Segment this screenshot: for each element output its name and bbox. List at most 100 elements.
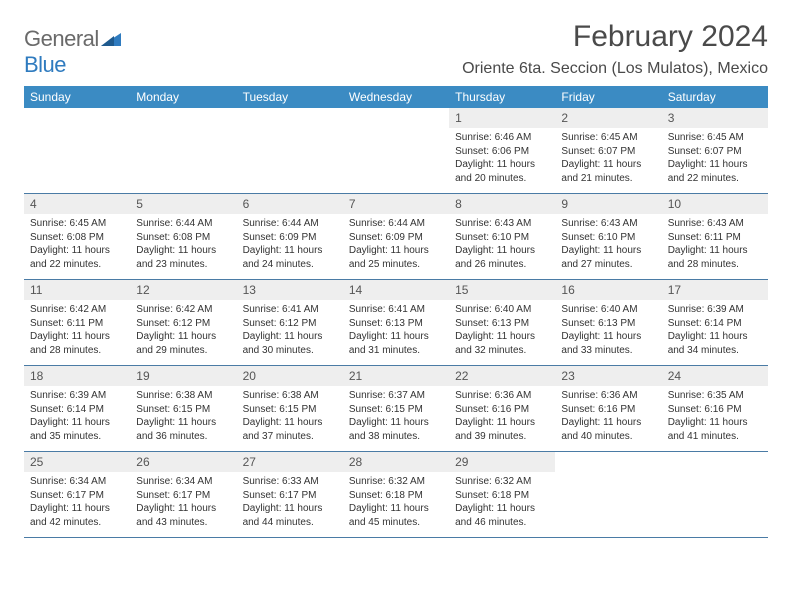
- day-detail-line: Sunset: 6:17 PM: [243, 489, 337, 503]
- day-detail-cell: Sunrise: 6:43 AMSunset: 6:10 PMDaylight:…: [449, 214, 555, 280]
- day-number-cell: 14: [343, 280, 449, 301]
- weekday-header: Thursday: [449, 86, 555, 108]
- day-detail-line: Sunset: 6:16 PM: [455, 403, 549, 417]
- title-block: February 2024 Oriente 6ta. Seccion (Los …: [462, 20, 768, 78]
- day-detail-line: Daylight: 11 hours and 31 minutes.: [349, 330, 443, 357]
- logo-text-general: General: [24, 26, 99, 51]
- day-detail-line: Sunrise: 6:37 AM: [349, 389, 443, 403]
- month-title: February 2024: [462, 20, 768, 54]
- day-number-cell: 3: [662, 108, 768, 128]
- day-detail-line: Sunrise: 6:41 AM: [349, 303, 443, 317]
- day-number-cell: 6: [237, 194, 343, 215]
- logo: General Blue: [24, 20, 121, 78]
- day-detail-line: Daylight: 11 hours and 44 minutes.: [243, 502, 337, 529]
- day-number-cell: [237, 108, 343, 128]
- day-detail-line: Sunrise: 6:42 AM: [30, 303, 124, 317]
- day-number-row: 2526272829: [24, 452, 768, 473]
- day-number-cell: 1: [449, 108, 555, 128]
- weekday-header: Wednesday: [343, 86, 449, 108]
- day-detail-line: Sunset: 6:17 PM: [136, 489, 230, 503]
- day-detail-line: Daylight: 11 hours and 38 minutes.: [349, 416, 443, 443]
- day-number-cell: 19: [130, 366, 236, 387]
- day-number-cell: 21: [343, 366, 449, 387]
- day-detail-line: Sunrise: 6:32 AM: [349, 475, 443, 489]
- day-detail-line: Sunset: 6:12 PM: [136, 317, 230, 331]
- day-detail-cell: [24, 128, 130, 194]
- day-detail-line: Sunrise: 6:38 AM: [243, 389, 337, 403]
- day-detail-line: Sunset: 6:15 PM: [243, 403, 337, 417]
- day-detail-line: Sunrise: 6:35 AM: [668, 389, 762, 403]
- day-detail-cell: [237, 128, 343, 194]
- day-number-cell: 9: [555, 194, 661, 215]
- day-detail-line: Sunrise: 6:38 AM: [136, 389, 230, 403]
- day-detail-line: Sunset: 6:13 PM: [455, 317, 549, 331]
- day-number-cell: 23: [555, 366, 661, 387]
- day-detail-cell: Sunrise: 6:36 AMSunset: 6:16 PMDaylight:…: [449, 386, 555, 452]
- weekday-header: Saturday: [662, 86, 768, 108]
- day-number-cell: 28: [343, 452, 449, 473]
- day-detail-cell: [130, 128, 236, 194]
- day-detail-cell: Sunrise: 6:37 AMSunset: 6:15 PMDaylight:…: [343, 386, 449, 452]
- day-detail-line: Sunrise: 6:40 AM: [455, 303, 549, 317]
- day-detail-line: Daylight: 11 hours and 43 minutes.: [136, 502, 230, 529]
- day-detail-line: Sunrise: 6:36 AM: [561, 389, 655, 403]
- day-detail-cell: Sunrise: 6:41 AMSunset: 6:12 PMDaylight:…: [237, 300, 343, 366]
- day-number-row: 18192021222324: [24, 366, 768, 387]
- day-detail-line: Sunset: 6:08 PM: [30, 231, 124, 245]
- day-number-cell: 15: [449, 280, 555, 301]
- day-detail-cell: Sunrise: 6:46 AMSunset: 6:06 PMDaylight:…: [449, 128, 555, 194]
- day-detail-line: Sunrise: 6:45 AM: [561, 131, 655, 145]
- day-number-row: 11121314151617: [24, 280, 768, 301]
- day-detail-line: Daylight: 11 hours and 22 minutes.: [668, 158, 762, 185]
- day-detail-cell: Sunrise: 6:34 AMSunset: 6:17 PMDaylight:…: [24, 472, 130, 538]
- day-number-cell: 12: [130, 280, 236, 301]
- day-detail-line: Sunset: 6:12 PM: [243, 317, 337, 331]
- day-detail-cell: Sunrise: 6:45 AMSunset: 6:07 PMDaylight:…: [662, 128, 768, 194]
- day-detail-line: Sunset: 6:16 PM: [561, 403, 655, 417]
- day-detail-line: Daylight: 11 hours and 28 minutes.: [668, 244, 762, 271]
- day-detail-cell: Sunrise: 6:45 AMSunset: 6:08 PMDaylight:…: [24, 214, 130, 280]
- weekday-header: Tuesday: [237, 86, 343, 108]
- day-detail-line: Sunrise: 6:32 AM: [455, 475, 549, 489]
- day-detail-cell: Sunrise: 6:45 AMSunset: 6:07 PMDaylight:…: [555, 128, 661, 194]
- day-detail-line: Daylight: 11 hours and 21 minutes.: [561, 158, 655, 185]
- day-detail-line: Daylight: 11 hours and 25 minutes.: [349, 244, 443, 271]
- day-detail-line: Sunrise: 6:36 AM: [455, 389, 549, 403]
- day-detail-line: Daylight: 11 hours and 41 minutes.: [668, 416, 762, 443]
- day-detail-line: Sunset: 6:14 PM: [30, 403, 124, 417]
- day-number-cell: 10: [662, 194, 768, 215]
- day-detail-line: Sunset: 6:08 PM: [136, 231, 230, 245]
- day-detail-line: Daylight: 11 hours and 33 minutes.: [561, 330, 655, 357]
- day-detail-line: Daylight: 11 hours and 36 minutes.: [136, 416, 230, 443]
- day-detail-cell: Sunrise: 6:44 AMSunset: 6:08 PMDaylight:…: [130, 214, 236, 280]
- day-number-cell: 22: [449, 366, 555, 387]
- day-detail-cell: [343, 128, 449, 194]
- day-number-cell: 4: [24, 194, 130, 215]
- day-detail-line: Sunrise: 6:44 AM: [349, 217, 443, 231]
- day-detail-line: Daylight: 11 hours and 22 minutes.: [30, 244, 124, 271]
- day-detail-line: Sunset: 6:15 PM: [349, 403, 443, 417]
- day-detail-line: Sunset: 6:18 PM: [349, 489, 443, 503]
- weekday-header-row: Sunday Monday Tuesday Wednesday Thursday…: [24, 86, 768, 108]
- day-detail-cell: Sunrise: 6:41 AMSunset: 6:13 PMDaylight:…: [343, 300, 449, 366]
- day-detail-line: Daylight: 11 hours and 32 minutes.: [455, 330, 549, 357]
- day-detail-line: Daylight: 11 hours and 46 minutes.: [455, 502, 549, 529]
- day-detail-line: Sunset: 6:11 PM: [668, 231, 762, 245]
- logo-text-blue: Blue: [24, 52, 66, 77]
- day-detail-line: Sunset: 6:09 PM: [243, 231, 337, 245]
- day-detail-line: Sunset: 6:13 PM: [349, 317, 443, 331]
- day-detail-line: Daylight: 11 hours and 37 minutes.: [243, 416, 337, 443]
- day-detail-line: Sunrise: 6:43 AM: [668, 217, 762, 231]
- day-number-cell: [24, 108, 130, 128]
- day-detail-line: Daylight: 11 hours and 30 minutes.: [243, 330, 337, 357]
- day-detail-line: Sunrise: 6:34 AM: [30, 475, 124, 489]
- day-detail-cell: Sunrise: 6:40 AMSunset: 6:13 PMDaylight:…: [555, 300, 661, 366]
- logo-triangle-icon: [101, 26, 121, 52]
- day-number-cell: 17: [662, 280, 768, 301]
- day-detail-line: Sunset: 6:09 PM: [349, 231, 443, 245]
- day-detail-line: Sunset: 6:11 PM: [30, 317, 124, 331]
- day-detail-cell: Sunrise: 6:43 AMSunset: 6:11 PMDaylight:…: [662, 214, 768, 280]
- header: General Blue February 2024 Oriente 6ta. …: [24, 20, 768, 78]
- day-detail-line: Daylight: 11 hours and 26 minutes.: [455, 244, 549, 271]
- location: Oriente 6ta. Seccion (Los Mulatos), Mexi…: [462, 60, 768, 78]
